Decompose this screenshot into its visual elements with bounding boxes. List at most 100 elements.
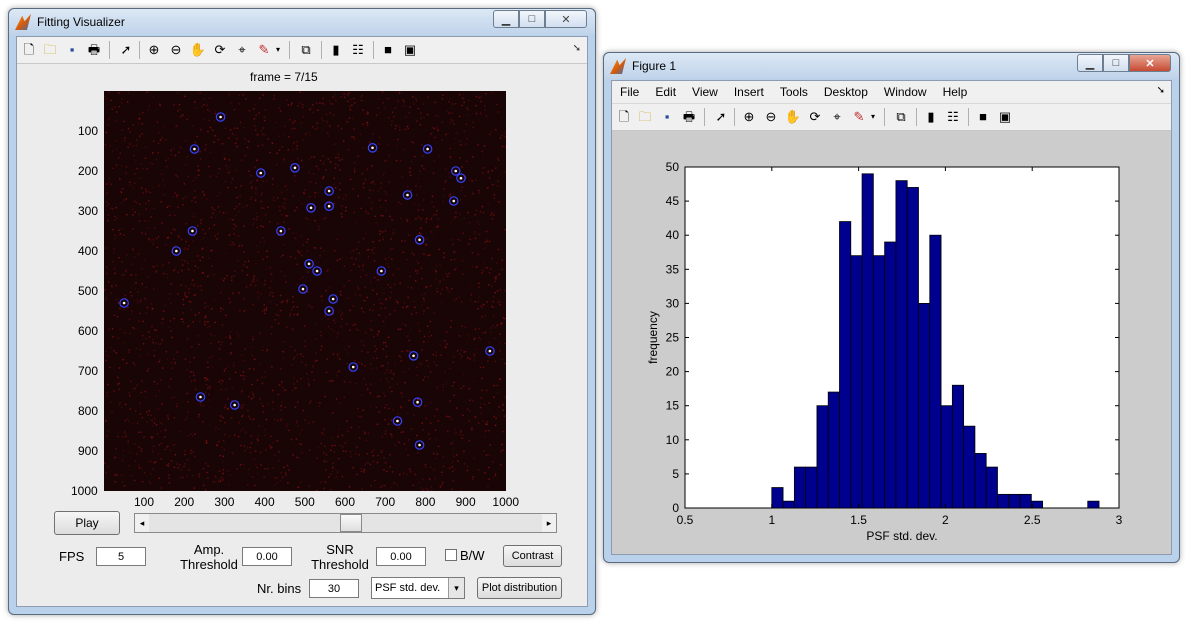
distribution-dropdown[interactable]: PSF std. dev. ▾ bbox=[371, 577, 465, 599]
fps-input[interactable] bbox=[96, 547, 146, 566]
colorbar-icon[interactable]: ▮ bbox=[927, 109, 935, 124]
print-icon[interactable]: 🖶 bbox=[87, 42, 101, 57]
data-cursor-icon[interactable]: ⌖ bbox=[238, 42, 246, 57]
print-icon[interactable]: 🖶 bbox=[682, 109, 696, 124]
brush-dropdown-icon[interactable]: ▾ bbox=[275, 45, 280, 54]
y-tick-label: 800 bbox=[78, 404, 99, 418]
x-tick-label: 2.5 bbox=[1024, 513, 1041, 527]
x-tick-label: 900 bbox=[455, 495, 476, 509]
menu-help[interactable]: Help bbox=[942, 85, 968, 99]
spot-marker bbox=[255, 168, 266, 178]
x-tick-label: 800 bbox=[415, 495, 436, 509]
legend-icon[interactable]: ☷ bbox=[947, 109, 959, 124]
x-tick-label: 1 bbox=[768, 513, 775, 527]
amp-threshold-input[interactable] bbox=[242, 547, 292, 566]
hide-plot-tools-icon[interactable]: ■ bbox=[384, 42, 392, 57]
data-cursor-icon[interactable]: ⌖ bbox=[833, 109, 841, 124]
contrast-button[interactable]: Contrast bbox=[503, 545, 562, 567]
histogram-bar bbox=[1019, 493, 1032, 509]
pan-hand-icon[interactable]: ✋ bbox=[784, 109, 802, 124]
rotate-3d-icon[interactable]: ⟳ bbox=[809, 109, 821, 124]
select-pointer-icon[interactable]: ➚ bbox=[715, 109, 727, 124]
y-tick-label: 200 bbox=[78, 164, 99, 178]
toolbar-dock-arrow-icon[interactable]: ➘ bbox=[572, 43, 581, 54]
y-tick-label: 0 bbox=[672, 501, 679, 515]
figure-client-area: File Edit View Insert Tools Desktop Wind… bbox=[611, 80, 1172, 555]
plot-distribution-button[interactable]: Plot distribution bbox=[477, 577, 562, 599]
title-bar[interactable]: Figure 1 ▁ □ ✕ bbox=[604, 53, 1179, 79]
play-button[interactable]: Play bbox=[54, 511, 120, 535]
menu-tools[interactable]: Tools bbox=[779, 85, 808, 99]
x-tick-label: 100 bbox=[134, 495, 155, 509]
menu-edit[interactable]: Edit bbox=[655, 85, 677, 99]
brush-dropdown-icon[interactable]: ▾ bbox=[870, 112, 875, 121]
rotate-3d-icon[interactable]: ⟳ bbox=[214, 42, 226, 57]
save-icon[interactable]: ▪ bbox=[69, 42, 75, 57]
y-tick-label: 400 bbox=[78, 244, 99, 258]
x-tick-label: 200 bbox=[174, 495, 195, 509]
legend-icon[interactable]: ☷ bbox=[352, 42, 364, 57]
y-tick-label: 20 bbox=[666, 365, 680, 379]
zoom-out-icon[interactable]: ⊖ bbox=[170, 42, 182, 57]
link-plot-icon[interactable]: ⧉ bbox=[896, 109, 906, 124]
menu-dock-arrow-icon[interactable]: ➘ bbox=[1156, 85, 1165, 96]
y-tick-label: 50 bbox=[666, 160, 680, 174]
new-figure-icon[interactable]: 🗋 bbox=[618, 109, 630, 124]
select-pointer-icon[interactable]: ➚ bbox=[120, 42, 132, 57]
bw-checkbox[interactable] bbox=[445, 549, 457, 561]
open-file-icon[interactable]: 🗀 bbox=[43, 42, 57, 57]
window-title: Fitting Visualizer bbox=[37, 15, 125, 29]
spot-marker bbox=[229, 400, 240, 410]
spot-marker bbox=[312, 266, 322, 276]
menu-file[interactable]: File bbox=[620, 85, 640, 99]
open-file-icon[interactable]: 🗀 bbox=[638, 109, 652, 124]
histogram-bar bbox=[1008, 493, 1021, 509]
save-icon[interactable]: ▪ bbox=[664, 109, 670, 124]
snr-threshold-input[interactable] bbox=[376, 547, 426, 566]
histogram-bar bbox=[940, 405, 953, 509]
figure-toolbar: 🗋 🗀 ▪ 🖶 ➚ ⊕ ⊖ ✋ ⟳ ⌖ ✎ ▾ ⧉ ▮ ☷ ■ ▣ bbox=[612, 104, 1171, 131]
slider-left-arrow-icon[interactable]: ◂ bbox=[135, 514, 149, 532]
spot-marker bbox=[298, 284, 308, 294]
spot-marker bbox=[376, 266, 387, 276]
show-plot-tools-icon[interactable]: ▣ bbox=[403, 42, 417, 57]
toolbar-separator bbox=[884, 108, 885, 126]
menu-window[interactable]: Window bbox=[883, 85, 927, 99]
minimize-icon[interactable]: ▁ bbox=[493, 10, 519, 28]
maximize-icon[interactable]: □ bbox=[1103, 54, 1129, 72]
spot-marker bbox=[215, 112, 226, 122]
close-icon[interactable]: ✕ bbox=[1129, 54, 1171, 72]
hide-plot-tools-icon[interactable]: ■ bbox=[979, 109, 987, 124]
close-icon[interactable]: ✕ bbox=[545, 10, 587, 28]
histogram-bar bbox=[974, 453, 987, 509]
frame-slider[interactable]: ◂ ▸ bbox=[134, 513, 557, 533]
x-tick-label: 400 bbox=[254, 495, 275, 509]
menu-view[interactable]: View bbox=[692, 85, 718, 99]
dropdown-arrow-icon[interactable]: ▾ bbox=[448, 578, 464, 598]
x-axis-label: PSF std. dev. bbox=[866, 529, 937, 543]
minimize-icon[interactable]: ▁ bbox=[1077, 54, 1103, 72]
maximize-icon[interactable]: □ bbox=[519, 10, 545, 28]
slider-right-arrow-icon[interactable]: ▸ bbox=[542, 514, 556, 532]
nr-bins-input[interactable] bbox=[309, 579, 359, 598]
pan-hand-icon[interactable]: ✋ bbox=[189, 42, 207, 57]
colorbar-icon[interactable]: ▮ bbox=[332, 42, 340, 57]
frame-image[interactable] bbox=[104, 91, 506, 491]
title-bar[interactable]: Fitting Visualizer ▁ □ ✕ bbox=[9, 9, 595, 35]
show-plot-tools-icon[interactable]: ▣ bbox=[998, 109, 1012, 124]
menu-desktop[interactable]: Desktop bbox=[823, 85, 868, 99]
toolbar-separator bbox=[321, 41, 322, 59]
brush-icon[interactable]: ✎ bbox=[853, 109, 865, 124]
brush-icon[interactable]: ✎ bbox=[258, 42, 270, 57]
new-figure-icon[interactable]: 🗋 bbox=[23, 42, 35, 57]
slider-thumb[interactable] bbox=[340, 514, 363, 532]
y-tick-label: 1000 bbox=[71, 484, 98, 498]
x-tick-label: 3 bbox=[1116, 513, 1123, 527]
link-plot-icon[interactable]: ⧉ bbox=[301, 42, 311, 57]
menu-insert[interactable]: Insert bbox=[733, 85, 764, 99]
zoom-in-icon[interactable]: ⊕ bbox=[148, 42, 160, 57]
zoom-out-icon[interactable]: ⊖ bbox=[765, 109, 777, 124]
figure-toolbar: 🗋 🗀 ▪ 🖶 ➚ ⊕ ⊖ ✋ ⟳ ⌖ ✎ ▾ ⧉ ▮ ☷ ■ ▣ ➘ bbox=[17, 37, 587, 64]
zoom-in-icon[interactable]: ⊕ bbox=[743, 109, 755, 124]
